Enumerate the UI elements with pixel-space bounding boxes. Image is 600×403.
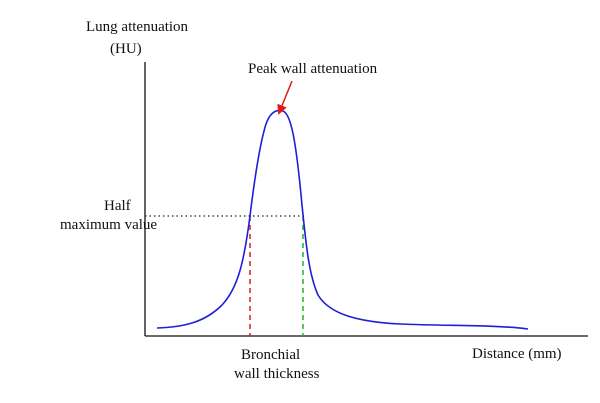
- peak-arrow: [277, 80, 293, 115]
- peak-wall-attenuation-label: Peak wall attenuation: [248, 61, 378, 77]
- y-axis-label: Lung attenuation: [86, 19, 189, 35]
- y-axis-unit-label: (HU): [110, 41, 142, 57]
- attenuation-curve: [156, 109, 529, 330]
- half-max-label-line-1: Half: [104, 198, 131, 214]
- wall-thickness-label-line-1: Bronchial: [241, 347, 301, 363]
- half-max-label-line-2: maximum value: [60, 217, 158, 233]
- wall-thickness-label-line-2: wall thickness: [234, 366, 320, 382]
- x-axis-label: Distance (mm): [472, 346, 562, 362]
